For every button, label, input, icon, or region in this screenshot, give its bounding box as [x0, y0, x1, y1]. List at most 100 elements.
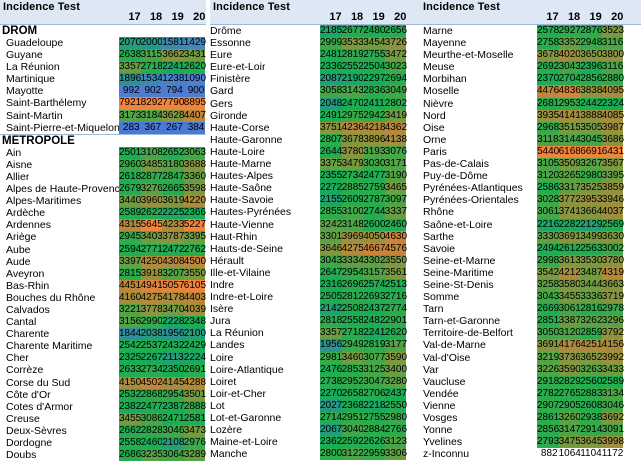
value-cell: 3043	[537, 291, 560, 304]
value-cells: 3061 3741 3664 4037	[537, 206, 624, 219]
table-row: Moselle 4476 4836 3838 4095	[420, 85, 641, 98]
department-name: Gers	[210, 97, 233, 110]
value-cell: 3479	[341, 158, 364, 171]
value-cell: 4233	[162, 219, 185, 232]
value-cell: 3501	[183, 388, 207, 401]
department-name: Deux-Sèvres	[6, 424, 67, 437]
department-name: Sarthe	[423, 230, 454, 243]
value-cell: 2901	[384, 315, 408, 328]
value-cells: 2370 2704 2856 2880	[537, 73, 624, 86]
department-name: Creuse	[6, 412, 40, 425]
department-name: Orne	[423, 133, 447, 146]
value-cell: 4085	[601, 109, 625, 122]
value-cell: 2594	[119, 243, 142, 256]
value-cell: 3263	[580, 363, 603, 376]
value-cell: 4039	[183, 303, 207, 317]
value-cell: 3221	[119, 303, 142, 317]
value-cells: 2968 3515 3505 3987	[537, 121, 624, 134]
table-row: Loiret 2738 2952 3047 3280	[210, 375, 420, 388]
value-cell: 3780	[341, 145, 364, 159]
value-cell: 1534	[140, 73, 163, 86]
value-cell: 3357	[320, 327, 343, 340]
value-cell: 3400	[384, 363, 408, 376]
value-cell: 2681	[537, 97, 560, 110]
value-cell: 2396	[580, 61, 603, 74]
value-cell: 3580	[558, 278, 581, 292]
value-cell: 1844	[119, 328, 142, 341]
department-name: Yonne	[423, 424, 453, 437]
table-row: Creuse 3455 3086 2471 2581	[0, 412, 206, 425]
value-cell: 3265	[558, 170, 581, 183]
panel-header: Incidence Test 17 18 19 20	[210, 0, 420, 25]
department-name: Hautes-Pyrénées	[210, 206, 292, 219]
value-cells: 3219 3736 3652 3992	[537, 351, 624, 364]
department-name: Charente	[6, 328, 50, 341]
value-cells: 2855 3100 2744 3337	[320, 206, 408, 219]
value-cells: 992 902 794 900	[119, 85, 206, 98]
department-name: Alpes de Haute-Provence	[6, 183, 126, 196]
value-cell: 2836	[363, 85, 386, 98]
table-row: Essonne 2999 3533 3454 3726	[210, 37, 420, 50]
table-row: Meuse 2692 3043 2396 3116	[420, 61, 641, 74]
value-cell: 3455	[119, 412, 142, 425]
value-cell: 3258	[537, 278, 560, 292]
value-cells: 4315 5645 4233 5227	[119, 219, 206, 232]
value-cell: 3515	[558, 121, 581, 134]
value-cell: 2470	[341, 97, 364, 110]
value-cell: 3296	[601, 315, 625, 328]
department-name: Somme	[423, 291, 460, 304]
table-row: Drôme 2185 2677 2480 2656	[210, 25, 420, 38]
table-panel-2: Incidence Test 17 18 19 20 Drôme 2185 2677…	[210, 0, 420, 461]
table-row: Martinique 1896 1534 1238 1090	[0, 73, 206, 86]
value-cell: 2758	[537, 37, 560, 50]
value-cell: 2038	[140, 328, 163, 341]
department-name: Isère	[210, 303, 234, 316]
value-cell: 2477	[140, 400, 163, 413]
table-row: Vienne 2907 2905 2608 3046	[420, 399, 641, 412]
department-name: Bas-Rhin	[6, 279, 50, 292]
value-cell: 3105	[537, 158, 560, 171]
year-header: 17	[329, 11, 342, 23]
value-cell: 4476	[537, 85, 560, 98]
value-cell: 3173	[119, 109, 142, 122]
year-header: 17	[128, 11, 141, 23]
value-cells: 3440 3960 3619 4220	[119, 195, 206, 208]
year-header: 17	[546, 11, 559, 23]
year-header: 20	[193, 11, 206, 23]
table-row: Corrèze 2633 2734 2350 2691	[0, 364, 206, 377]
value-cell: 8895	[183, 97, 207, 110]
department-name: Mayotte	[6, 85, 44, 98]
value-cell: 2437	[363, 303, 386, 316]
value-cell: 882	[540, 448, 558, 460]
table-title: Incidence Test	[3, 1, 80, 13]
value-cell: 3686	[601, 133, 625, 146]
section-label: METROPOLE	[0, 133, 206, 147]
value-cell: 4362	[384, 121, 408, 134]
value-cell: 2620	[384, 327, 408, 340]
value-cells: 2505 2812 2693 2716	[320, 291, 407, 304]
value-cell: 3337	[384, 206, 408, 219]
value-cells: 2807 3678 3896 4138	[320, 133, 407, 146]
value-cell: 3171	[384, 158, 408, 171]
value-cell: 2782	[537, 387, 560, 400]
value-cells: 2918 2829 2560 2589	[537, 375, 624, 388]
department-name: Jura	[210, 315, 231, 328]
value-cells: 2272 2885 2759 3465	[320, 182, 407, 195]
value-cell: 3787	[162, 231, 185, 244]
value-cell: 2267	[140, 352, 163, 365]
department-name: Ariège	[6, 231, 37, 244]
table-row: Gard 3058 3143 2836 3049	[210, 85, 420, 98]
value-cell: 3440	[119, 195, 142, 208]
table-row: Somme 3043 3455 3336 3719	[420, 291, 641, 304]
value-cell: 2608	[580, 399, 603, 412]
value-cells: 2594 2771 2472 2762	[119, 243, 206, 256]
value-cell: 2918	[537, 375, 560, 388]
value-cell: 3276	[140, 183, 163, 196]
value-cell: 2460	[384, 218, 408, 231]
department-name: Bouches du Rhône	[6, 291, 96, 304]
value-cell: 3613	[558, 254, 581, 267]
value-cells: 2325 2267 2113 2224	[119, 352, 206, 365]
value-cells: 1844 2038 1956 2100	[119, 328, 206, 341]
value-cell: 2460	[140, 437, 163, 450]
value-cell: 3475	[558, 436, 581, 449]
